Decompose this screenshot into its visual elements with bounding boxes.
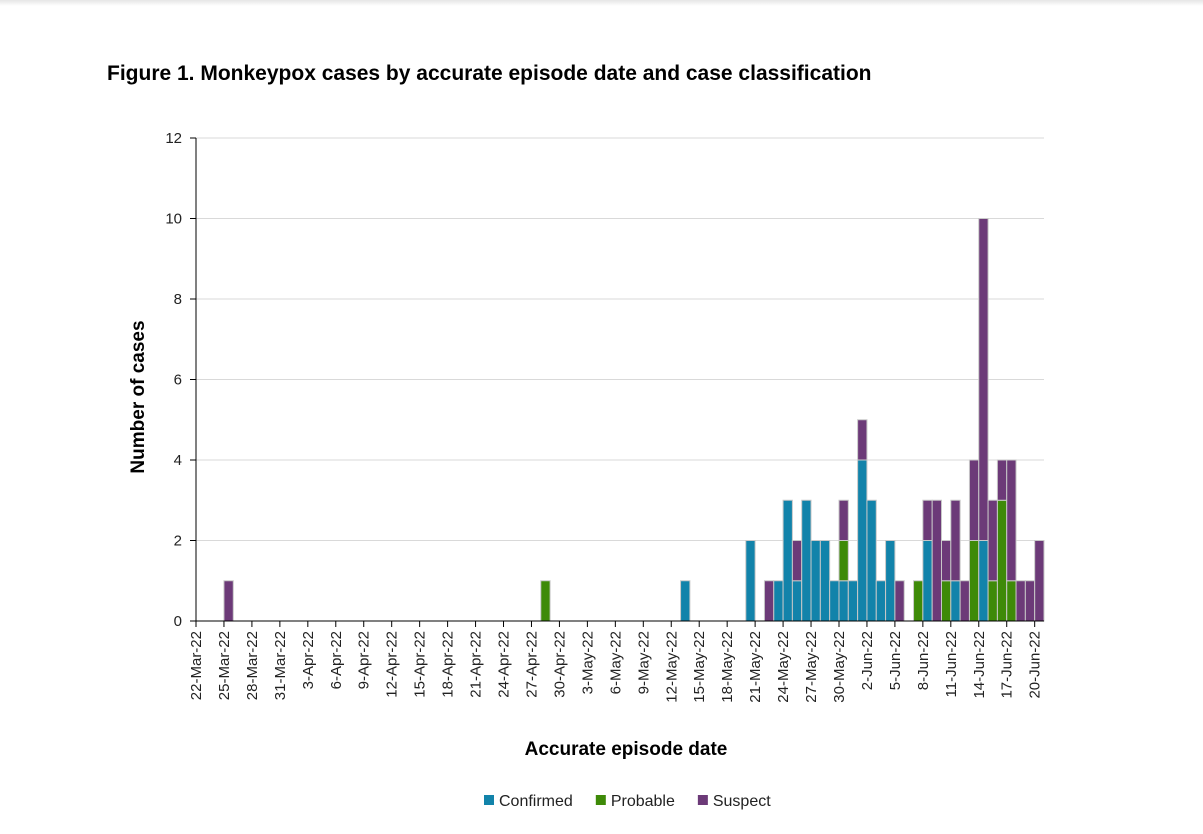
bar-suspect <box>791 540 803 582</box>
x-tick-label: 25-Mar-22 <box>216 631 233 700</box>
y-tick-label: 0 <box>174 613 182 630</box>
x-tick-label: 2-Jun-22 <box>859 631 876 690</box>
x-tick-label: 15-Apr-22 <box>412 631 429 698</box>
y-tick-label: 4 <box>174 452 182 469</box>
bar-confirmed <box>810 540 821 622</box>
bar-confirmed <box>782 499 793 622</box>
x-tick-label: 5-Jun-22 <box>887 631 904 690</box>
bar-suspect <box>857 419 868 461</box>
bar-probable <box>1006 580 1017 622</box>
bar-confirmed <box>745 540 756 622</box>
axes: 0 2 4 6 8 10 12 22-Mar-22 25-Mar-22 28-Mar-22 31-M… <box>165 130 1044 703</box>
x-tick-label: 18-May-22 <box>719 631 736 703</box>
bar-suspect <box>950 499 961 582</box>
x-tick-label: 24-Apr-22 <box>496 631 513 698</box>
top-shadow <box>0 0 1203 6</box>
x-tick-label: 6-May-22 <box>607 631 624 694</box>
y-tick-label: 6 <box>174 372 182 389</box>
bar-confirmed <box>866 499 877 622</box>
x-tick-label: 3-Apr-22 <box>300 631 317 689</box>
bar-confirmed <box>875 580 887 622</box>
legend-label-suspect: Suspect <box>713 793 771 810</box>
bar-confirmed <box>847 580 859 622</box>
x-tick-label: 3-May-22 <box>579 631 596 694</box>
legend: Confirmed Probable Suspect <box>484 793 771 810</box>
x-tick-label: 30-Apr-22 <box>551 631 568 698</box>
bar-suspect <box>838 499 849 541</box>
x-tick-label: 27-Apr-22 <box>523 631 540 698</box>
y-tick-label: 10 <box>165 211 182 228</box>
bar-confirmed <box>829 580 840 622</box>
x-tick-label: 8-Jun-22 <box>915 631 932 690</box>
bar-probable <box>987 580 998 622</box>
bar-suspect <box>968 459 980 541</box>
bar-suspect <box>1006 459 1017 582</box>
x-tick-label: 15-May-22 <box>691 631 708 703</box>
bar-confirmed <box>885 540 896 622</box>
chart-title: Figure 1. Monkeypox cases by accurate ep… <box>107 62 871 85</box>
bar-confirmed <box>857 459 868 622</box>
x-tick-label: 20-Jun-22 <box>1027 631 1044 699</box>
x-tick-label: 18-Apr-22 <box>440 631 457 698</box>
bar-probable <box>968 540 980 622</box>
x-tick-label: 9-Apr-22 <box>356 631 373 689</box>
bar-confirmed <box>950 580 961 622</box>
bar-probable <box>540 580 551 622</box>
bar-suspect <box>1015 580 1026 622</box>
bar-confirmed <box>801 499 812 622</box>
x-tick-label: 14-Jun-22 <box>971 631 988 699</box>
bar-probable <box>838 540 849 582</box>
x-tick-label: 12-May-22 <box>663 631 680 703</box>
x-tick-label: 12-Apr-22 <box>384 631 401 698</box>
bar-suspect <box>922 499 933 541</box>
x-tick-label: 22-Mar-22 <box>188 631 205 700</box>
bar-suspect <box>223 580 234 622</box>
legend-swatch-probable <box>595 795 606 805</box>
bar-confirmed <box>819 540 831 622</box>
bar-confirmed <box>773 580 784 622</box>
bar-suspect <box>978 218 989 541</box>
bar-suspect <box>940 540 952 582</box>
bar-suspect <box>959 580 970 622</box>
legend-swatch-suspect <box>697 795 708 805</box>
x-tick-label: 21-May-22 <box>747 631 764 703</box>
y-tick-label: 2 <box>174 533 182 550</box>
x-tick-label: 28-Mar-22 <box>244 631 261 700</box>
x-tick-label: 17-Jun-22 <box>999 631 1016 699</box>
x-tick-label: 31-Mar-22 <box>272 631 289 700</box>
y-tick-label: 12 <box>165 130 182 147</box>
bar-suspect <box>996 459 1008 501</box>
bar-probable <box>940 580 952 622</box>
bar-confirmed <box>978 540 989 622</box>
x-tick-label: 24-May-22 <box>775 631 792 703</box>
x-tick-label: 27-May-22 <box>803 631 820 703</box>
legend-label-probable: Probable <box>611 793 675 810</box>
x-tick-label: 6-Apr-22 <box>328 631 345 689</box>
bar-suspect <box>1024 580 1036 622</box>
bar-suspect <box>931 499 942 622</box>
bar-confirmed <box>922 540 933 622</box>
y-axis-title: Number of cases <box>128 320 149 473</box>
y-tick-label: 8 <box>174 291 182 308</box>
x-tick-label: 9-May-22 <box>635 631 652 694</box>
bar-suspect <box>1034 540 1045 622</box>
bar-suspect <box>894 580 905 622</box>
gridlines <box>196 137 1044 541</box>
bar-suspect <box>763 580 775 622</box>
bar-confirmed <box>838 580 849 622</box>
x-tick-label: 11-Jun-22 <box>943 631 960 697</box>
bar-probable <box>996 499 1008 622</box>
bars <box>223 218 1045 622</box>
legend-label-confirmed: Confirmed <box>499 793 573 810</box>
x-tick-label: 30-May-22 <box>831 631 848 703</box>
bar-confirmed <box>680 580 691 622</box>
legend-swatch-confirmed <box>484 795 494 805</box>
bar-probable <box>913 580 924 622</box>
bar-suspect <box>987 499 998 582</box>
bar-confirmed <box>791 580 803 622</box>
x-axis-title: Accurate episode date <box>525 739 728 760</box>
x-tick-label: 21-Apr-22 <box>468 631 485 698</box>
